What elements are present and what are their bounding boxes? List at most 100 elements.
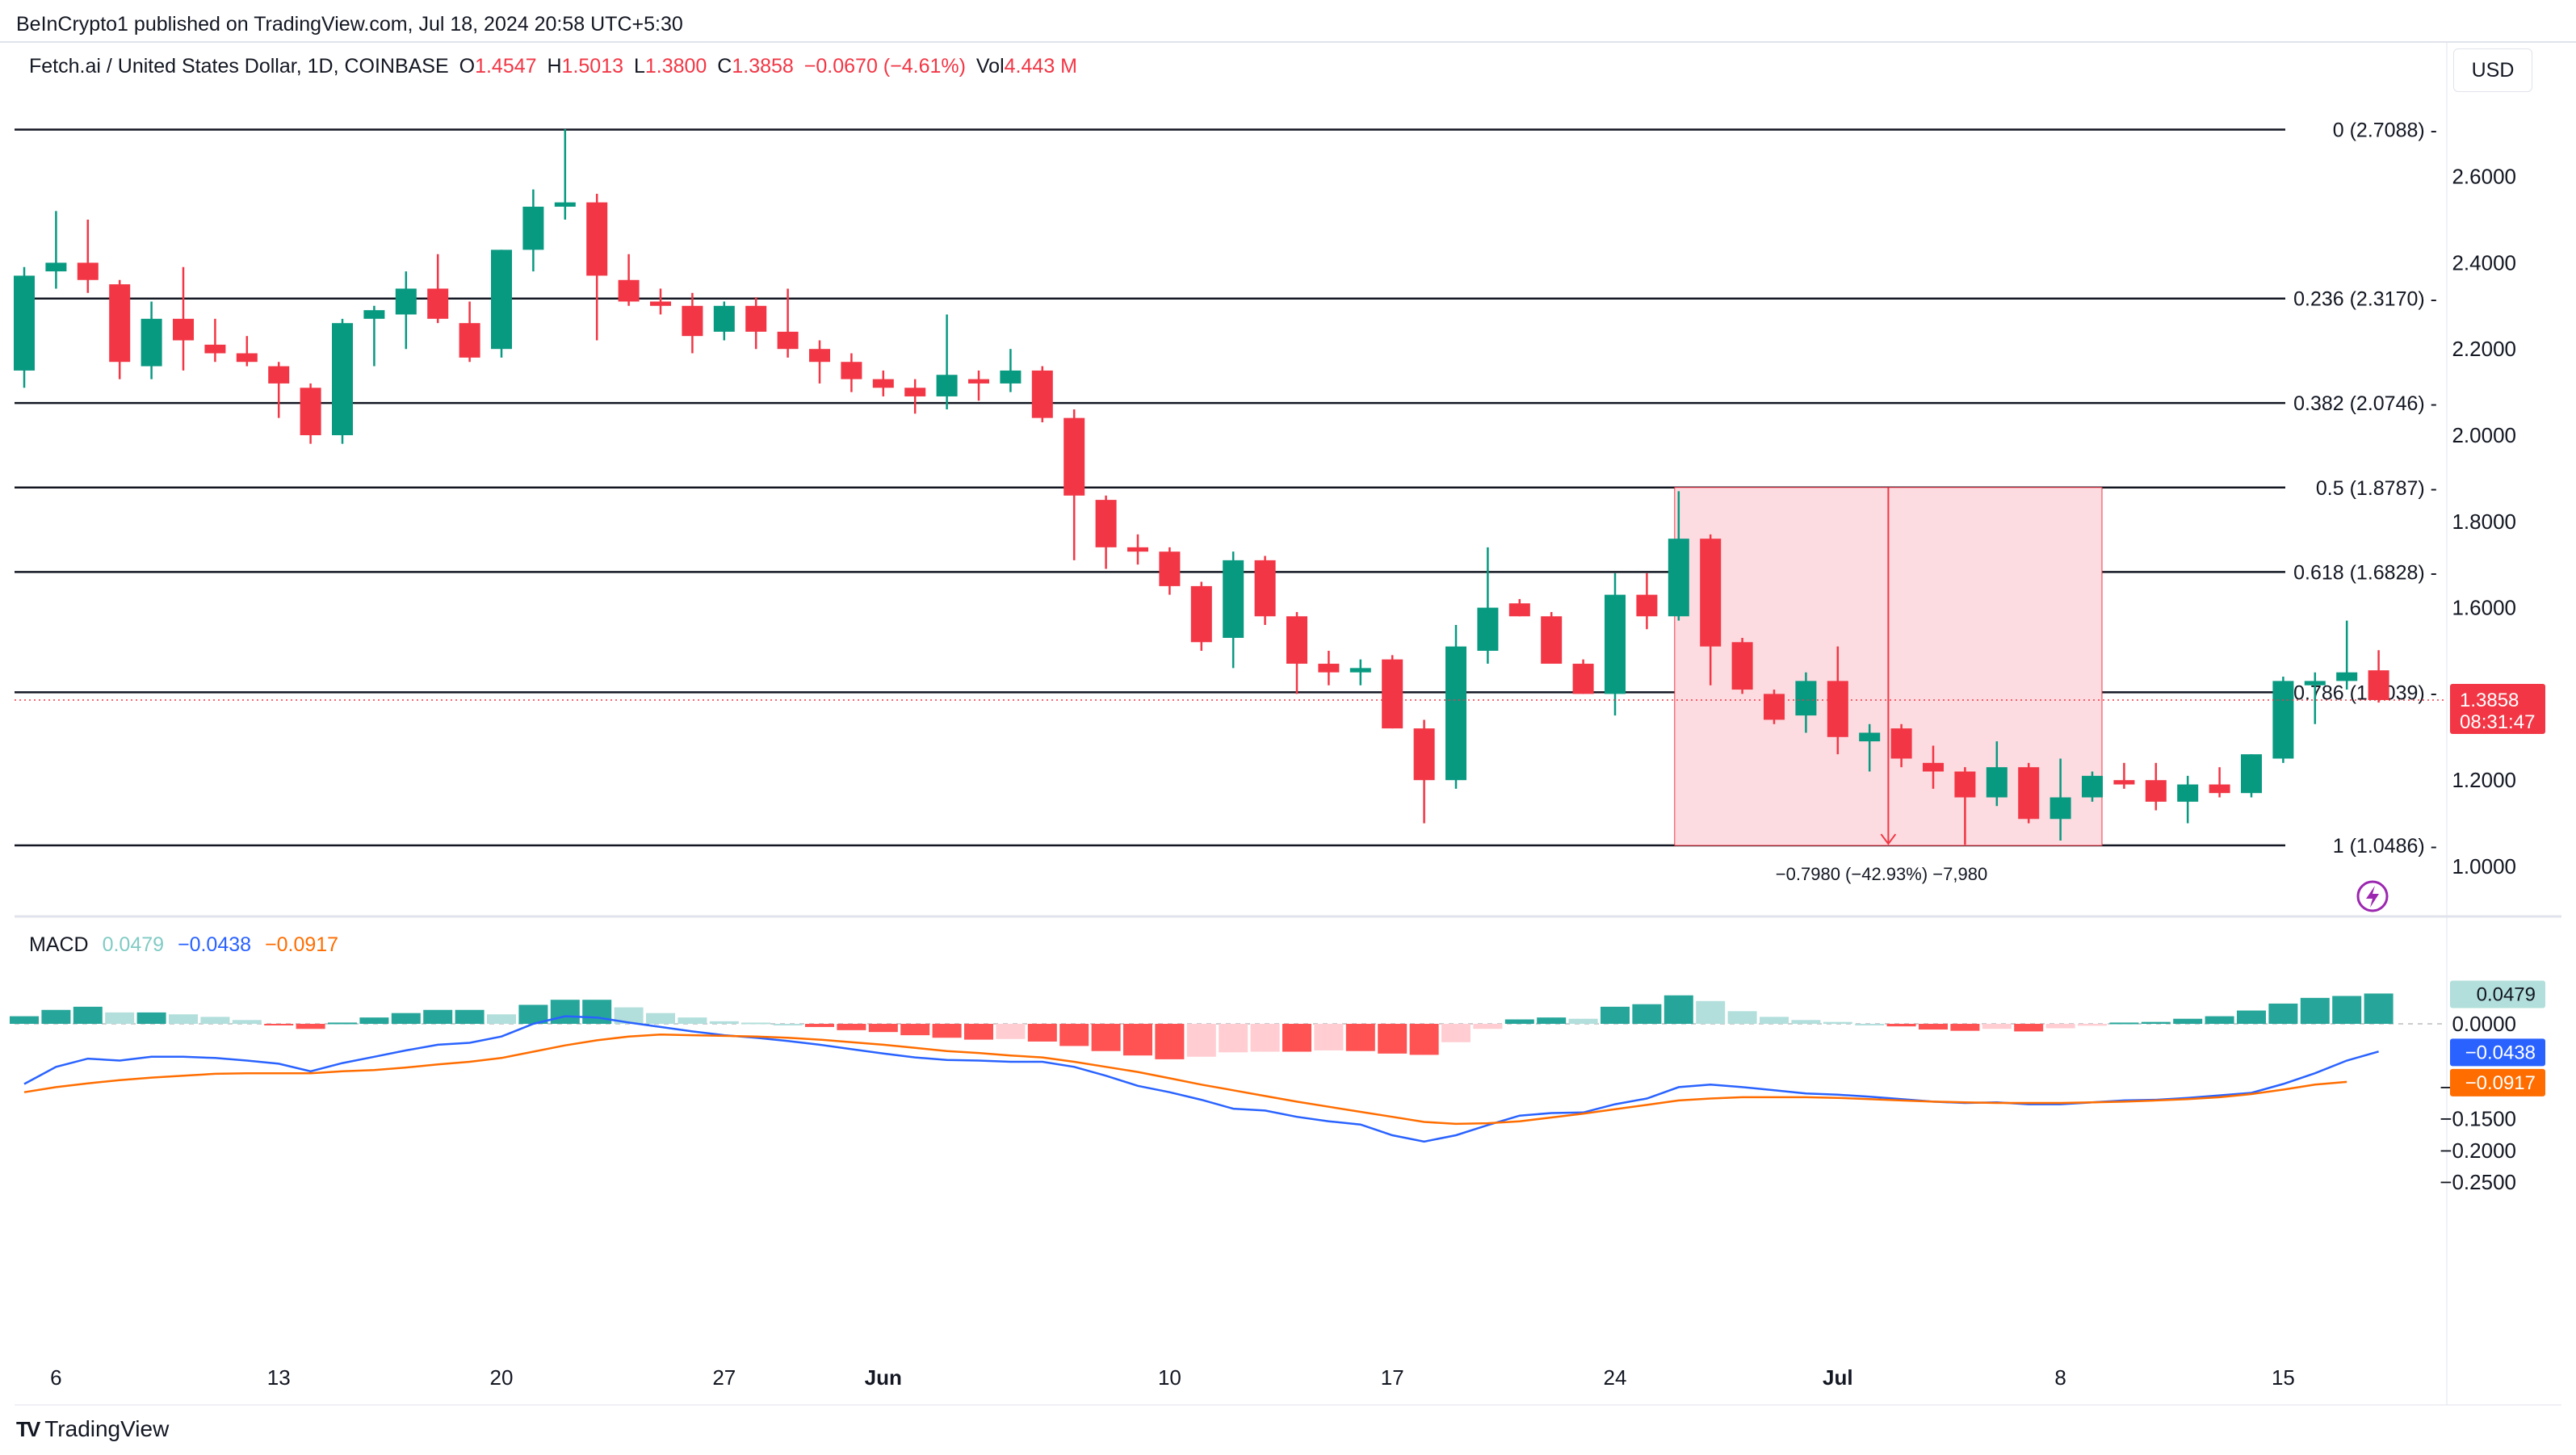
candle-body [1445, 646, 1466, 781]
candle [1349, 659, 1371, 686]
fib-level-label: 1 (1.0486) - [2333, 835, 2437, 857]
time-tick-label: 6 [50, 1365, 61, 1390]
macd-signal-value: −0.0917 [265, 933, 339, 956]
candle [14, 266, 35, 388]
candle [1095, 495, 1117, 569]
candle-body [1190, 585, 1212, 643]
time-tick-label: 8 [2054, 1365, 2066, 1390]
candle-body [1000, 370, 1022, 384]
candle [1031, 366, 1053, 422]
candle [395, 271, 417, 350]
candle [745, 297, 767, 350]
last-price-badge [2450, 683, 2545, 734]
macd-histogram-bar [964, 1024, 993, 1040]
price-tick-label: 1.2000 [2452, 768, 2516, 792]
candle [522, 189, 544, 272]
macd-hist-value: 0.0479 [102, 933, 165, 956]
macd-histogram-bar [518, 1004, 548, 1024]
candle-body [2082, 775, 2103, 798]
candle [1986, 741, 2008, 807]
candle-body [268, 366, 290, 384]
measure-label: −0.7980 (−42.93%) −7,980 [1776, 864, 1987, 884]
macd-histogram-bar [868, 1024, 898, 1033]
candle [2368, 650, 2389, 703]
candle-body [1986, 767, 2008, 798]
time-tick-label: Jun [865, 1365, 902, 1390]
macd-histogram-bar [2014, 1024, 2044, 1032]
candle [841, 353, 862, 392]
macd-tick-label: −0.1500 [2440, 1107, 2516, 1131]
candle [2145, 762, 2167, 811]
macd-histogram-bar [1123, 1024, 1152, 1056]
macd-histogram-bar [1027, 1024, 1057, 1042]
price-tick-label: 1.0000 [2452, 854, 2516, 878]
macd-histogram-bar [1345, 1024, 1375, 1051]
candle-body [332, 323, 353, 435]
candle-body [109, 284, 131, 363]
candle-body [1031, 370, 1053, 418]
candle-body [427, 288, 449, 319]
candle [459, 301, 480, 363]
candle [1413, 719, 1435, 824]
tradingview-footer[interactable]: TV TradingView [16, 1416, 169, 1442]
candle-body [1731, 642, 1753, 690]
time-tick-label: 15 [2272, 1365, 2295, 1390]
macd-histogram-bar [1568, 1018, 1598, 1024]
macd-histogram-bar [614, 1007, 644, 1024]
ohlc-open: O1.4547 [459, 55, 537, 78]
symbol-title[interactable]: Fetch.ai / United States Dollar, 1D, COI… [29, 55, 449, 78]
candle-body [1668, 539, 1689, 617]
macd-axis[interactable]: 0.0000−0.1000−0.1500−0.2000−0.25000.0479… [2440, 980, 2545, 1194]
macd-histogram-bar [2300, 997, 2330, 1024]
candle-body [77, 262, 99, 280]
candle-body [1413, 728, 1435, 781]
candle-body [682, 305, 703, 337]
candle [2209, 767, 2230, 798]
macd-histogram-bar [1504, 1019, 1534, 1024]
candle [1795, 672, 1817, 733]
candle [1636, 572, 1658, 630]
candle-body [1636, 594, 1658, 617]
candle-body [1318, 664, 1340, 673]
candle-body [2018, 767, 2040, 820]
macd-histogram-bar [1441, 1024, 1471, 1042]
fib-level-label: 0.5 (1.8787) - [2316, 477, 2437, 500]
candle-body [395, 288, 417, 315]
candle [968, 370, 989, 401]
measure-arrowhead [1880, 833, 1897, 845]
candle-body [2145, 780, 2167, 802]
candle-body [618, 279, 640, 302]
macd-tick-label: 0.0000 [2452, 1012, 2516, 1036]
candle-body [968, 379, 989, 384]
macd-series [10, 993, 2447, 1143]
macd-histogram-bar [646, 1013, 675, 1024]
candle-body [1223, 560, 1244, 638]
macd-histogram-bar [1760, 1017, 1789, 1024]
volume: Vol4.443 M [975, 55, 1077, 78]
candle-body [2241, 754, 2262, 794]
time-axis[interactable]: 6 13 20 27 Jun 10 17 24 Jul 8 15 [50, 1365, 2295, 1390]
macd-histogram-bar [391, 1013, 421, 1024]
macd-legend: MACD 0.0479 −0.0438 −0.0917 [29, 933, 346, 957]
candle [777, 288, 799, 358]
alert-icon[interactable] [2356, 880, 2389, 912]
candle-body [1954, 771, 1976, 798]
candle [1000, 349, 1022, 392]
currency-button[interactable]: USD [2453, 48, 2532, 92]
candle [936, 314, 958, 409]
candle-body [841, 362, 862, 379]
candle-body [1859, 732, 1881, 742]
candle [2272, 677, 2294, 763]
candle-body [872, 379, 894, 388]
candle-body [204, 344, 226, 354]
price-change: −0.0670 (−4.61%) [803, 55, 966, 78]
candle [1190, 581, 1212, 651]
macd-histogram-bar [2173, 1018, 2203, 1024]
candle [713, 301, 735, 341]
candlestick-series [14, 128, 2389, 845]
candle [1477, 547, 1499, 665]
candle-body [1572, 664, 1594, 694]
price-axis[interactable]: 2.60002.40002.20002.00001.80001.60001.40… [2452, 165, 2516, 878]
macd-label[interactable]: MACD [29, 933, 89, 956]
macd-tick-label: −0.2500 [2440, 1170, 2516, 1194]
